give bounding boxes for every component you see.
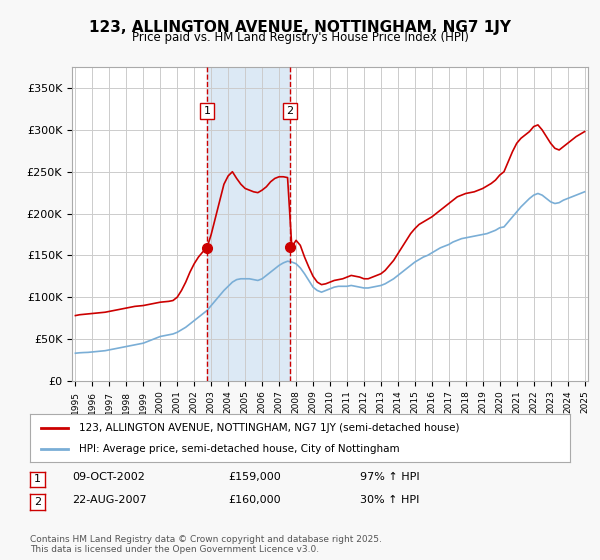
Text: 97% ↑ HPI: 97% ↑ HPI xyxy=(360,472,419,482)
Text: 2: 2 xyxy=(34,497,41,507)
Text: HPI: Average price, semi-detached house, City of Nottingham: HPI: Average price, semi-detached house,… xyxy=(79,444,399,454)
Text: Contains HM Land Registry data © Crown copyright and database right 2025.
This d: Contains HM Land Registry data © Crown c… xyxy=(30,535,382,554)
Text: £159,000: £159,000 xyxy=(228,472,281,482)
Text: £160,000: £160,000 xyxy=(228,494,281,505)
Text: 123, ALLINGTON AVENUE, NOTTINGHAM, NG7 1JY (semi-detached house): 123, ALLINGTON AVENUE, NOTTINGHAM, NG7 1… xyxy=(79,423,459,433)
Text: 30% ↑ HPI: 30% ↑ HPI xyxy=(360,494,419,505)
Text: Price paid vs. HM Land Registry's House Price Index (HPI): Price paid vs. HM Land Registry's House … xyxy=(131,31,469,44)
Bar xyxy=(207,67,290,381)
Text: 1: 1 xyxy=(34,474,41,484)
Text: 09-OCT-2002: 09-OCT-2002 xyxy=(72,472,145,482)
Text: 1: 1 xyxy=(204,106,211,116)
Text: 123, ALLINGTON AVENUE, NOTTINGHAM, NG7 1JY: 123, ALLINGTON AVENUE, NOTTINGHAM, NG7 1… xyxy=(89,20,511,35)
Text: 22-AUG-2007: 22-AUG-2007 xyxy=(72,494,146,505)
Text: 2: 2 xyxy=(286,106,293,116)
